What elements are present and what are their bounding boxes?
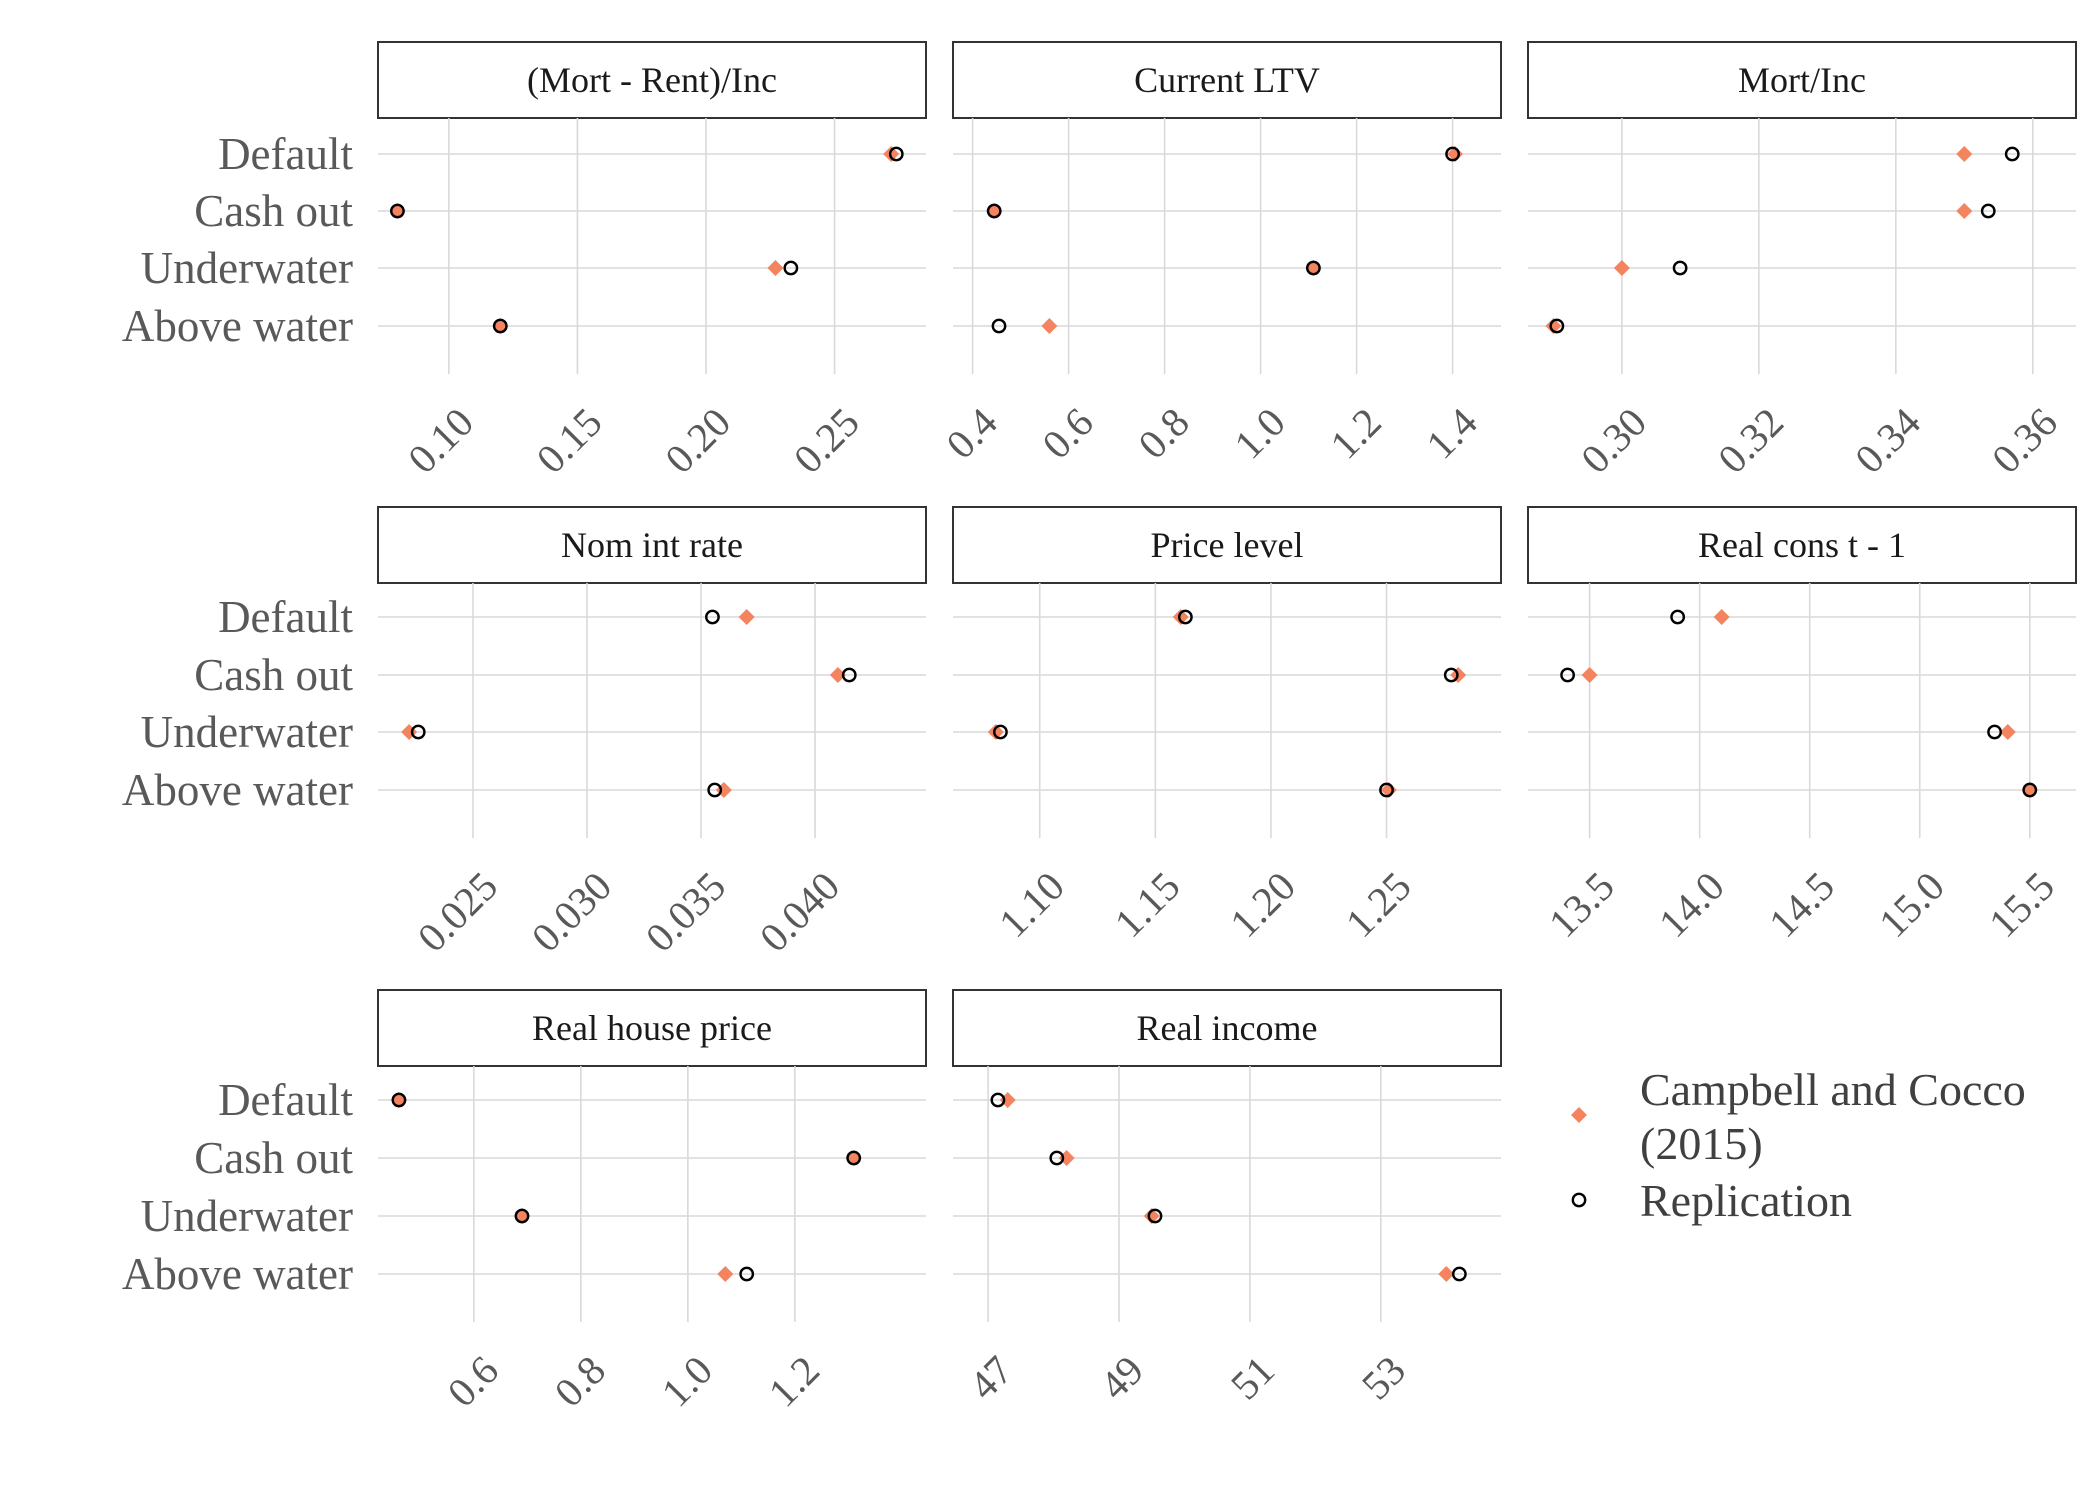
y-category-label: Cash out xyxy=(194,650,353,700)
campbell-cocco-point xyxy=(1545,318,1562,334)
replication-point xyxy=(991,318,1007,334)
replication-point xyxy=(2022,782,2038,798)
replication-point xyxy=(739,1266,755,1282)
y-category-label: Underwater xyxy=(141,707,353,757)
facet-strip xyxy=(952,41,1502,119)
campbell-cocco-point xyxy=(1438,1266,1455,1282)
campbell-cocco-point xyxy=(987,724,1004,740)
facet-title: Real cons t - 1 xyxy=(1698,525,1906,565)
replication-point xyxy=(705,609,720,625)
replication-point xyxy=(888,146,904,162)
campbell-cocco-point xyxy=(1172,609,1189,625)
replication-point xyxy=(841,667,857,683)
facet-strip xyxy=(952,506,1502,584)
campbell-cocco-point xyxy=(1380,782,1397,798)
y-category-label: Cash out xyxy=(194,186,353,236)
replication-point xyxy=(990,1092,1006,1108)
replication-point xyxy=(1672,260,1688,276)
facet-strip xyxy=(952,989,1502,1067)
replication-point xyxy=(390,203,405,219)
y-category-label: Underwater xyxy=(141,1191,353,1241)
facet-title: Nom int rate xyxy=(561,525,743,565)
campbell-cocco-point xyxy=(1956,146,1973,162)
campbell-cocco-point xyxy=(1447,146,1463,162)
y-category-label: Above water xyxy=(122,301,353,351)
replication-point xyxy=(492,318,508,334)
y-category-label: Cash out xyxy=(194,1133,353,1183)
facet-strip xyxy=(1527,41,2077,119)
replication-point xyxy=(1670,609,1686,625)
replication-point xyxy=(783,260,799,276)
facet-title: Current LTV xyxy=(1134,60,1320,100)
y-category-label: Above water xyxy=(122,1249,353,1299)
replication-point xyxy=(410,724,426,740)
facet-strip xyxy=(377,506,927,584)
y-category-label: Above water xyxy=(122,765,353,815)
campbell-cocco-point xyxy=(1143,1208,1160,1224)
replication-point xyxy=(1451,1266,1467,1282)
legend-label-campbell-cocco-year: (2015) xyxy=(1640,1118,1763,1169)
replication-point xyxy=(707,782,723,798)
replication-point xyxy=(1987,724,2002,740)
replication-point xyxy=(1980,203,1996,219)
replication-point xyxy=(1177,609,1193,625)
replication-point xyxy=(1443,667,1459,683)
facet-strip xyxy=(377,41,927,119)
replication-point xyxy=(1445,146,1461,162)
facet-title: Mort/Inc xyxy=(1738,60,1866,100)
campbell-cocco-point xyxy=(1999,724,2016,740)
legend-key-replication xyxy=(1571,1192,1587,1208)
replication-point xyxy=(2004,146,2020,162)
campbell-cocco-point xyxy=(829,667,846,683)
campbell-cocco-point xyxy=(767,260,784,276)
facet-strip xyxy=(377,989,927,1067)
legend-label-campbell-cocco: Campbell and Cocco xyxy=(1640,1064,2026,1115)
campbell-cocco-point xyxy=(1041,318,1058,334)
campbell-cocco-point xyxy=(1713,609,1730,625)
facet-title: (Mort - Rent)/Inc xyxy=(527,60,777,100)
y-category-label: Default xyxy=(218,129,353,179)
legend-label-replication: Replication xyxy=(1640,1175,1852,1226)
facet-panel: (Mort - Rent)/Inc Default Cash out Underwat… xyxy=(122,41,927,482)
replication-point xyxy=(1379,782,1394,798)
replication-point xyxy=(846,1150,862,1166)
legend: Campbell and Cocco(2015) Replication xyxy=(1571,1064,2026,1226)
replication-point xyxy=(514,1208,530,1224)
campbell-cocco-point xyxy=(738,609,755,625)
replication-point xyxy=(1549,318,1565,334)
campbell-cocco-point xyxy=(1581,667,1598,683)
replication-point xyxy=(1147,1208,1163,1224)
facet-title: Real house price xyxy=(532,1008,772,1048)
facet-strip xyxy=(1527,506,2077,584)
replication-point xyxy=(1560,667,1576,683)
y-category-label: Underwater xyxy=(141,243,353,293)
campbell-cocco-point xyxy=(1956,203,1973,219)
replication-point xyxy=(1049,1150,1065,1166)
legend-key-campbell-cocco xyxy=(1571,1107,1587,1123)
facet-title: Price level xyxy=(1151,525,1304,565)
replication-point xyxy=(1306,260,1321,276)
replication-point xyxy=(391,1092,407,1108)
campbell-cocco-point xyxy=(717,1266,734,1282)
replication-point xyxy=(986,203,1002,219)
y-category-label: Default xyxy=(218,592,353,642)
facet-title: Real income xyxy=(1137,1008,1318,1048)
campbell-cocco-point xyxy=(1613,260,1630,276)
replication-point xyxy=(993,724,1008,740)
y-category-label: Default xyxy=(218,1075,353,1125)
